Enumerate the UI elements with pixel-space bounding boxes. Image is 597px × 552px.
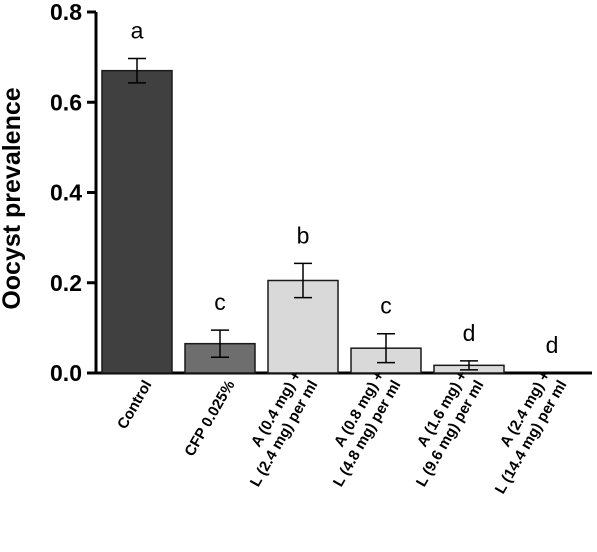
- category-label: A (1.6 mg) +L (9.6 mg) per ml: [396, 368, 487, 490]
- significance-label: d: [463, 320, 476, 346]
- error-bar: [128, 57, 146, 84]
- error-bars: [128, 57, 478, 371]
- significance-label: c: [380, 293, 392, 319]
- y-ticks: 0.0 0.2 0.4 0.6 0.8: [50, 0, 96, 386]
- error-bar: [377, 332, 395, 364]
- category-labels: Control CFP 0.025% A (0.4 mg) +L (2.4 mg) …: [114, 368, 570, 497]
- significance-label: b: [297, 222, 310, 248]
- category-label: A (2.4 mg) +L (14.4 mg) per ml: [475, 368, 570, 497]
- error-bar: [294, 262, 312, 299]
- y-tick-label: 0.2: [50, 270, 82, 296]
- error-bar: [211, 329, 229, 358]
- significance-label: a: [131, 17, 144, 43]
- error-bar: [460, 360, 478, 371]
- significance-labels: a c b c d d: [131, 17, 559, 358]
- category-label: A (0.4 mg) +L (2.4 mg) per ml: [230, 368, 321, 490]
- significance-label: d: [546, 332, 559, 358]
- y-tick-label: 0.4: [50, 180, 82, 206]
- category-label: CFP 0.025%: [181, 378, 238, 460]
- y-tick-label: 0.0: [50, 360, 82, 386]
- significance-label: c: [214, 289, 226, 315]
- category-label: A (0.8 mg) +L (4.8 mg) per ml: [313, 368, 404, 490]
- category-label: Control: [114, 378, 155, 433]
- y-axis-title: Oocyst prevalence: [0, 87, 26, 309]
- y-tick-label: 0.8: [50, 0, 82, 25]
- y-tick-label: 0.6: [50, 89, 82, 115]
- bar: [101, 69, 173, 374]
